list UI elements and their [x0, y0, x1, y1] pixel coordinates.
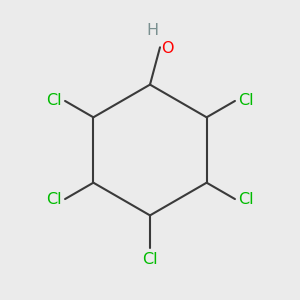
Text: Cl: Cl [46, 191, 62, 206]
Text: Cl: Cl [46, 94, 62, 109]
Text: H: H [146, 23, 159, 38]
Text: O: O [161, 41, 174, 56]
Text: Cl: Cl [238, 94, 254, 109]
Text: Cl: Cl [238, 191, 254, 206]
Text: Cl: Cl [142, 252, 158, 267]
